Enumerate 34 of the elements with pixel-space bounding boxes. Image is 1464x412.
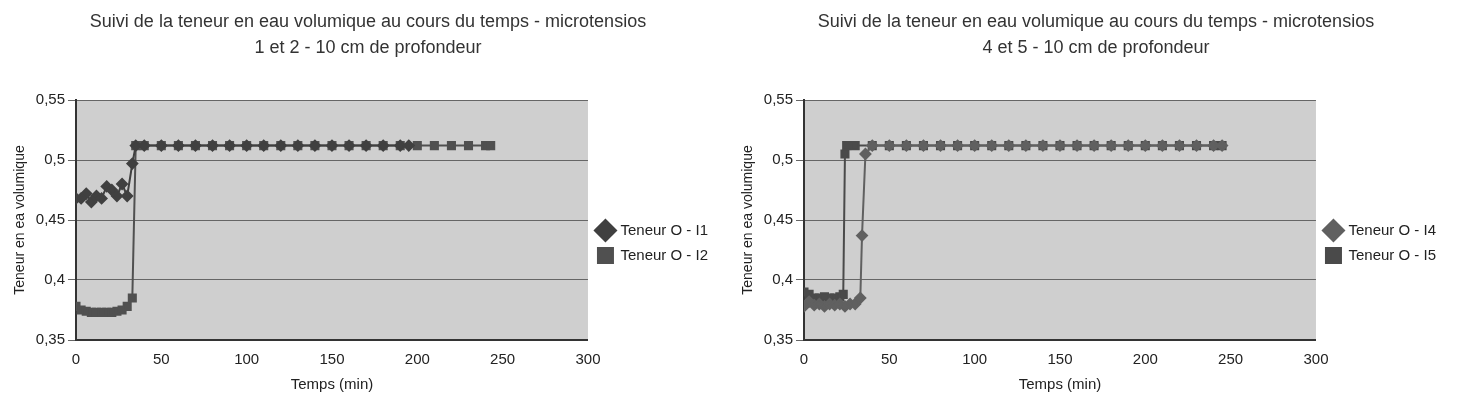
y-tick-label: 0,5 <box>772 150 793 168</box>
x-tick-label: 150 <box>319 350 345 368</box>
y-tick-label: 0,35 <box>763 330 793 348</box>
x-tick-label: 100 <box>234 350 260 368</box>
x-tick-label: 0 <box>71 350 81 368</box>
x-tick-label: 100 <box>962 350 988 368</box>
x-tick-label: 250 <box>1218 350 1244 368</box>
y-tick-label: 0,55 <box>763 90 793 108</box>
x-tick-label: 300 <box>575 350 601 368</box>
x-tick-label: 300 <box>1303 350 1329 368</box>
x-tick-label: 250 <box>490 350 516 368</box>
x-tick-label: 200 <box>404 350 430 368</box>
x-tick-label: 200 <box>1132 350 1158 368</box>
x-tick-label: 150 <box>1047 350 1073 368</box>
legend-label: Teneur O - I2 <box>620 245 709 263</box>
y-tick-label: 0,45 <box>35 210 65 228</box>
y-axis-title: Teneur en ea volumique <box>11 145 28 295</box>
y-tick-label: 0,55 <box>35 90 65 108</box>
x-tick-label: 50 <box>152 350 170 368</box>
y-axis-title: Teneur en ea volumique <box>739 145 756 295</box>
y-tick-label: 0,5 <box>44 150 65 168</box>
x-axis-title: Temps (min) <box>1018 375 1102 393</box>
legend-label: Teneur O - I4 <box>1348 220 1437 238</box>
x-axis-title: Temps (min) <box>290 375 374 393</box>
y-tick-label: 0,4 <box>44 270 65 288</box>
chart-title: Suivi de la teneur en eau volumique au cours du temps - microtensios 4 et 5 - 10 cm de profondeur <box>816 10 1376 59</box>
legend-label: Teneur O - I5 <box>1348 245 1437 263</box>
x-tick-label: 50 <box>880 350 898 368</box>
chart-title: Suivi de la teneur en eau volumique au cours du temps - microtensios 1 et 2 - 10 cm de profondeur <box>88 10 648 59</box>
legend-label: Teneur O - I1 <box>620 220 709 238</box>
y-tick-label: 0,4 <box>772 270 793 288</box>
x-tick-label: 0 <box>799 350 809 368</box>
y-tick-label: 0,35 <box>35 330 65 348</box>
y-tick-label: 0,45 <box>763 210 793 228</box>
